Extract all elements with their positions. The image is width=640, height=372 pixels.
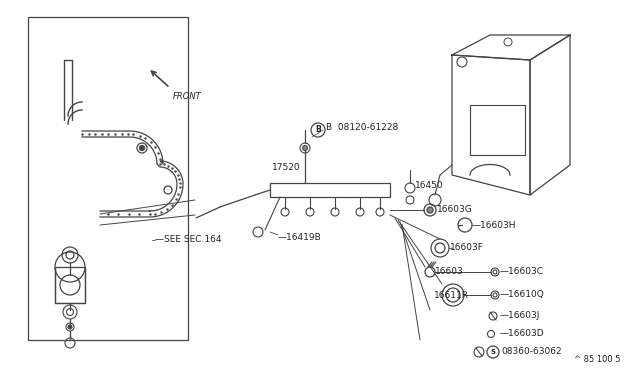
Text: —SEE SEC.164: —SEE SEC.164 bbox=[155, 235, 221, 244]
Bar bbox=[55, 267, 85, 303]
Text: —16603C: —16603C bbox=[500, 267, 544, 276]
Text: —16603D: —16603D bbox=[500, 330, 545, 339]
Text: B  08120-61228: B 08120-61228 bbox=[326, 124, 398, 132]
Text: B: B bbox=[315, 125, 321, 135]
Circle shape bbox=[427, 207, 433, 213]
Text: ^ 85 100 5: ^ 85 100 5 bbox=[573, 355, 620, 364]
Text: —16610Q: —16610Q bbox=[500, 291, 545, 299]
Text: 16611R: 16611R bbox=[434, 291, 469, 299]
Text: 16603: 16603 bbox=[435, 267, 464, 276]
Bar bbox=[470, 105, 525, 155]
Text: —16419B: —16419B bbox=[278, 232, 322, 241]
Text: FRONT: FRONT bbox=[173, 92, 202, 101]
Text: S: S bbox=[490, 349, 495, 355]
Bar bbox=[28, 17, 188, 340]
Circle shape bbox=[68, 325, 72, 329]
Text: 16603F: 16603F bbox=[450, 244, 484, 253]
Text: 16603G: 16603G bbox=[437, 205, 473, 215]
Text: —16603H: —16603H bbox=[472, 221, 516, 230]
Circle shape bbox=[303, 145, 307, 151]
Text: 08360-63062: 08360-63062 bbox=[501, 347, 562, 356]
Text: 16450: 16450 bbox=[415, 180, 444, 189]
Text: —16603J: —16603J bbox=[500, 311, 540, 321]
Circle shape bbox=[140, 145, 145, 151]
Bar bbox=[270, 183, 390, 197]
Text: 17520: 17520 bbox=[272, 164, 301, 173]
